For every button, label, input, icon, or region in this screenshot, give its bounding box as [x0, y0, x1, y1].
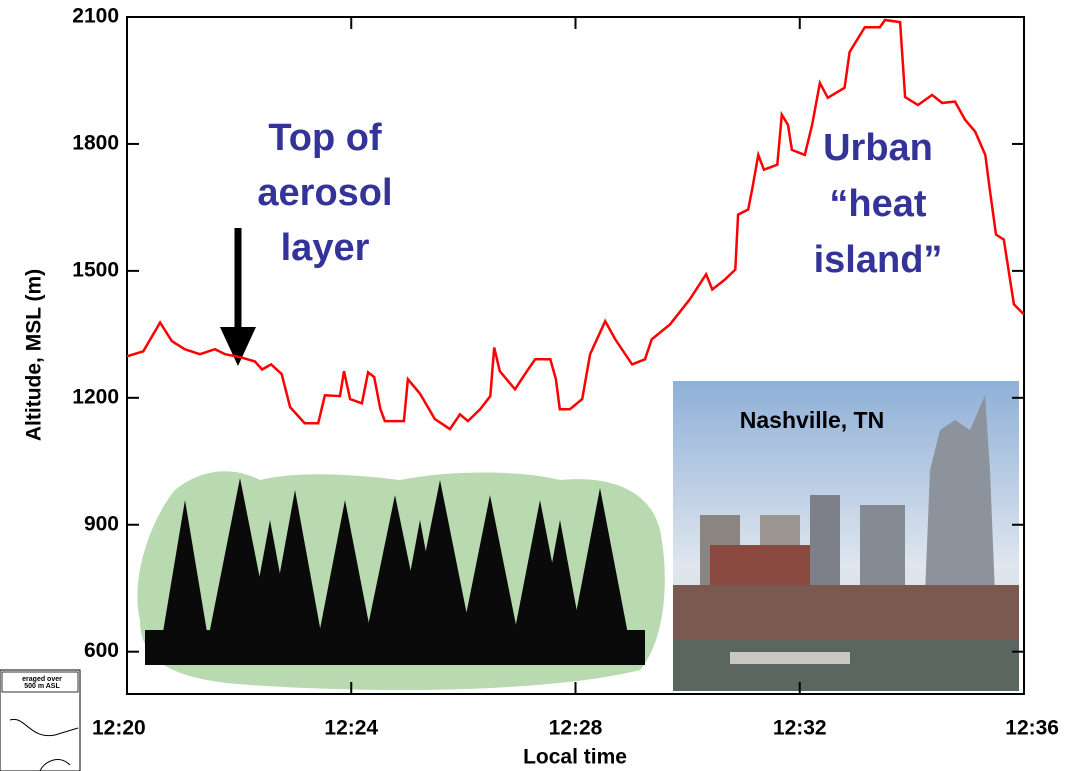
x-tick-label: 12:32 [773, 717, 827, 740]
annotation: eraged over [22, 676, 62, 683]
x-tick-label: 12:20 [92, 717, 146, 740]
annotation: Top of [268, 117, 382, 159]
annotation: Urban [823, 127, 933, 169]
y-tick-label: 600 [84, 639, 119, 662]
annotation: Nashville, TN [740, 407, 884, 433]
y-tick-label: 1800 [72, 131, 119, 154]
annotation: layer [281, 227, 370, 269]
annotation: 500 m ASL [24, 683, 60, 690]
y-tick-label: 2100 [72, 5, 119, 28]
annotation: aerosol [257, 172, 392, 214]
y-tick-label: 1200 [72, 385, 119, 408]
annotation: “heat [829, 183, 926, 225]
x-axis-label: Local time [523, 746, 627, 769]
annotation: island” [814, 239, 943, 281]
x-tick-label: 12:36 [1005, 717, 1059, 740]
x-tick-label: 12:24 [324, 717, 378, 740]
y-tick-label: 1500 [72, 258, 119, 281]
y-axis-label: Altitude, MSL (m) [23, 269, 46, 441]
chart: Altitude, MSL (m) Local time 600 900 1200 1… [0, 0, 1077, 771]
arrow [220, 228, 256, 366]
forest-illustration [137, 471, 664, 690]
y-tick-label: 900 [84, 512, 119, 535]
x-tick-label: 12:28 [549, 717, 603, 740]
